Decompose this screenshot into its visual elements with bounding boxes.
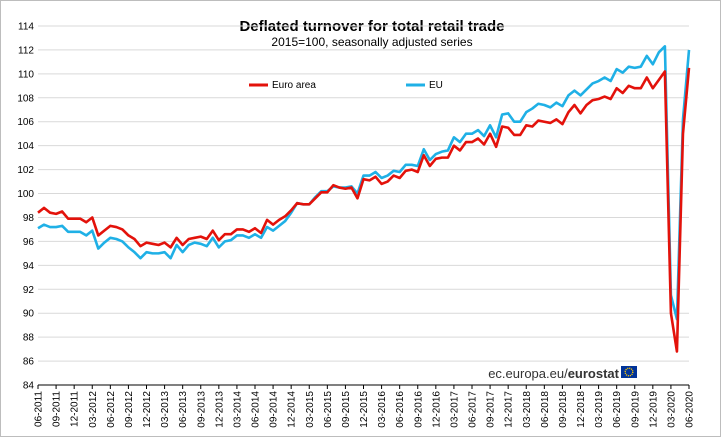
x-axis-ticks: 06-2011 09-2011 12-2011 03-2012 06-2012 09-20… [34, 385, 696, 428]
x-tick-label: 12-2017 [504, 391, 515, 428]
x-tick-label: 03-2013 [160, 391, 171, 428]
x-tick-label: 03-2017 [449, 391, 460, 428]
x-tick-label: 12-2013 [214, 391, 225, 428]
y-tick-label: 114 [18, 22, 34, 33]
legend-label-eu: EU [429, 80, 443, 91]
y-tick-label: 92 [23, 285, 35, 296]
x-tick-label: 06-2012 [106, 391, 117, 428]
x-tick-label: 12-2015 [359, 391, 370, 428]
y-tick-label: 88 [23, 333, 35, 344]
y-tick-label: 84 [23, 381, 35, 392]
x-tick-label: 09-2015 [341, 391, 352, 428]
x-tick-label: 06-2017 [468, 391, 479, 428]
y-tick-label: 106 [17, 117, 34, 128]
y-tick-label: 96 [23, 237, 35, 248]
x-tick-label: 06-2016 [395, 391, 406, 428]
y-tick-label: 86 [23, 357, 35, 368]
x-tick-label: 09-2014 [269, 391, 280, 428]
x-tick-label: 09-2018 [558, 391, 569, 428]
source-prefix: ec.europa.eu/ [488, 366, 568, 381]
x-tick-label: 09-2012 [124, 391, 135, 428]
series-line-eu [37, 45, 691, 321]
x-tick-label: 12-2012 [142, 391, 153, 428]
y-tick-label: 94 [23, 261, 35, 272]
x-tick-label: 09-2019 [630, 391, 641, 428]
y-tick-label: 102 [17, 165, 34, 176]
y-tick-label: 112 [18, 45, 34, 56]
y-tick-label: 90 [23, 309, 35, 320]
x-tick-label: 06-2015 [323, 391, 334, 428]
x-tick-label: 06-2014 [251, 391, 262, 428]
x-tick-label: 03-2014 [232, 391, 243, 428]
x-tick-label: 12-2016 [431, 391, 442, 428]
source-brand: eurostat [568, 366, 620, 381]
x-tick-label: 12-2019 [648, 391, 659, 428]
x-tick-label: 09-2013 [196, 391, 207, 428]
chart-subtitle: 2015=100, seasonally adjusted series [271, 35, 472, 49]
eu-flag-icon [621, 366, 637, 378]
x-tick-label: 03-2016 [377, 391, 388, 428]
x-tick-label: 03-2020 [666, 391, 677, 428]
x-tick-label: 03-2012 [88, 391, 99, 428]
x-tick-label: 06-2020 [685, 391, 696, 428]
x-tick-label: 06-2013 [178, 391, 189, 428]
series-line-euro-area [37, 67, 691, 353]
legend: Euro area EU [249, 80, 443, 91]
x-tick-label: 06-2019 [612, 391, 623, 428]
x-tick-label: 03-2018 [522, 391, 533, 428]
y-tick-label: 110 [18, 69, 34, 80]
gridlines [38, 25, 689, 386]
y-axis-ticks: 84 86 88 90 92 94 96 98 100 102 104 106 108 110 112 114 [17, 22, 34, 392]
x-tick-label: 03-2019 [594, 391, 605, 428]
y-tick-label: 104 [17, 141, 34, 152]
x-tick-label: 09-2011 [52, 391, 63, 427]
y-tick-label: 100 [17, 189, 34, 200]
y-tick-label: 108 [17, 93, 34, 104]
x-tick-label: 09-2017 [486, 391, 497, 428]
x-tick-label: 06-2011 [34, 391, 45, 427]
x-tick-label: 12-2018 [576, 391, 587, 428]
source-text: ec.europa.eu/eurostat [488, 366, 619, 381]
x-tick-label: 06-2018 [540, 391, 551, 428]
y-tick-label: 98 [23, 213, 35, 224]
x-tick-label: 12-2011 [70, 391, 81, 427]
legend-label-euro-area: Euro area [272, 80, 316, 91]
x-tick-label: 12-2014 [287, 391, 298, 428]
source-credit: ec.europa.eu/eurostat [488, 366, 637, 381]
x-tick-label: 09-2016 [413, 391, 424, 428]
x-tick-label: 03-2015 [305, 391, 316, 428]
series-lines [37, 45, 691, 353]
